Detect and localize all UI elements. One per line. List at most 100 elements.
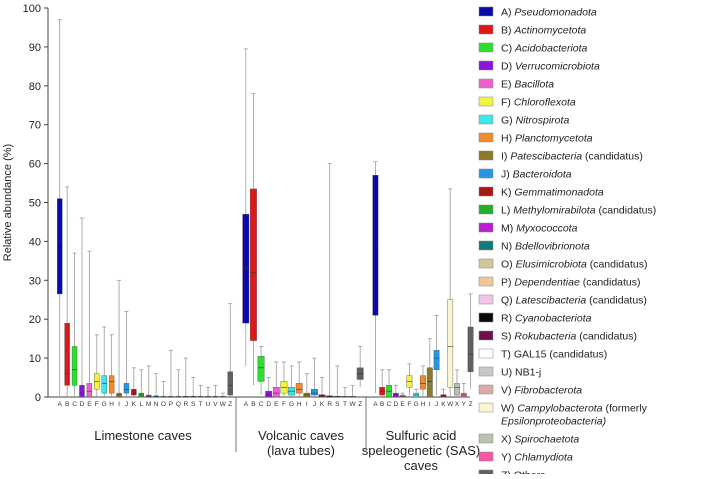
category-label: K <box>132 401 137 408</box>
category-label: B <box>65 401 69 408</box>
legend-label: K) Gemmatimonadota <box>501 187 604 199</box>
group-label: Volcanic caves <box>258 428 344 443</box>
box-Z <box>227 371 233 396</box>
legend-label: O) Elusimicrobiota (candidatus) <box>501 259 648 271</box>
legend-label: S) Rokubacteria (candidatus) <box>501 331 637 343</box>
category-label: G <box>289 401 294 408</box>
legend-swatch <box>478 60 494 71</box>
legend-swatch <box>478 276 494 287</box>
category-label: M <box>146 401 151 408</box>
legend-swatch <box>478 168 494 179</box>
box-E <box>86 383 93 398</box>
legend-swatch <box>478 96 494 107</box>
category-label: H <box>297 401 302 408</box>
category-label: D <box>266 401 271 408</box>
category-label: E <box>274 401 279 408</box>
category-label: B <box>380 401 384 408</box>
category-label: U <box>206 401 211 408</box>
category-label: K <box>320 401 325 408</box>
box-J <box>433 350 440 370</box>
legend-label: L) Methylomirabilota (candidatus) <box>501 205 656 217</box>
legend-swatch <box>478 433 494 444</box>
legend-swatch <box>478 204 494 215</box>
legend-label: J) Bacteroidota <box>501 169 572 181</box>
box-C <box>257 355 265 382</box>
legend-label: V) Fibrobacterota <box>501 385 582 397</box>
category-label: F <box>95 401 99 408</box>
category-label: J <box>313 401 316 408</box>
legend-label: R) Cyanobacteriota <box>501 313 592 325</box>
legend-swatch <box>478 402 494 413</box>
category-label: B <box>251 401 255 408</box>
y-tick-label: 50 <box>29 198 41 210</box>
legend-label: M) Myxococcota <box>501 223 578 235</box>
legend-swatch <box>478 366 494 377</box>
box-H <box>108 375 115 394</box>
box-B <box>250 188 257 341</box>
legend-swatch <box>478 312 494 323</box>
legend-label: D) Verrucomicrobiota <box>501 61 600 73</box>
legend-label: U) NB1-j <box>501 367 541 379</box>
legend-swatch <box>478 24 494 35</box>
y-tick-label: 80 <box>29 81 41 93</box>
box-C <box>71 346 78 386</box>
category-label: W <box>220 401 227 408</box>
legend-label: H) Planctomycetota <box>501 133 593 145</box>
group-label: (lava tubes) <box>267 443 335 458</box>
legend-label: F) Chloroflexota <box>501 97 576 109</box>
category-label: W <box>349 401 356 408</box>
box-X <box>454 383 460 396</box>
y-tick-label: 0 <box>35 392 41 404</box>
category-label: V <box>213 401 218 408</box>
category-label: F <box>407 401 411 408</box>
box-H <box>420 375 426 390</box>
legend-swatch <box>478 42 494 53</box>
legend-label: E) Bacillota <box>501 79 554 91</box>
y-axis-label: Relative abundance (%) <box>2 144 14 261</box>
box-H <box>295 383 303 394</box>
legend-label: Z) Others <box>501 470 545 475</box>
category-label: D <box>393 401 398 408</box>
legend-label: W) Campylobacterota (formerly <box>501 403 648 415</box>
legend-label: X) Spirochaetota <box>501 434 579 446</box>
group-label: Sulfuric acid <box>386 428 457 443</box>
legend-label: Q) Latescibacteria (candidatus) <box>501 295 647 307</box>
legend-swatch <box>478 384 494 395</box>
category-label: G <box>414 401 419 408</box>
category-label: I <box>118 401 120 408</box>
legend-label: A) Pseudomonadota <box>501 7 597 19</box>
legend-swatch <box>478 78 494 89</box>
category-label: F <box>282 401 286 408</box>
legend-swatch <box>478 240 494 251</box>
category-label: Q <box>176 401 181 408</box>
y-tick-label: 20 <box>29 314 41 326</box>
category-label: G <box>102 401 107 408</box>
category-label: H <box>109 401 114 408</box>
box-K <box>131 389 137 396</box>
category-label: W <box>447 401 454 408</box>
legend-swatch <box>478 330 494 341</box>
group-label: caves <box>404 458 438 473</box>
category-label: R <box>183 401 188 408</box>
legend-swatch <box>478 6 494 17</box>
legend-swatch <box>478 451 494 462</box>
legend-label: N) Bdellovibrionota <box>501 241 590 253</box>
y-tick-label: 70 <box>29 120 41 132</box>
category-label: H <box>421 401 426 408</box>
y-tick-label: 60 <box>29 159 41 171</box>
legend-swatch <box>478 132 494 143</box>
category-label: X <box>455 401 460 408</box>
box-D <box>79 385 85 398</box>
category-label: S <box>335 401 340 408</box>
legend-label: C) Acidobacteriota <box>501 43 588 55</box>
box-D <box>265 390 273 398</box>
legend-swatch <box>478 258 494 269</box>
category-label: K <box>441 401 446 408</box>
category-label: Z <box>358 401 362 408</box>
category-label: E <box>400 401 405 408</box>
legend-label: Y) Chlamydiota <box>501 452 573 464</box>
category-label: A <box>58 401 63 408</box>
legend-label: B) Actinomycetota <box>501 25 586 37</box>
category-label: O <box>161 401 166 408</box>
